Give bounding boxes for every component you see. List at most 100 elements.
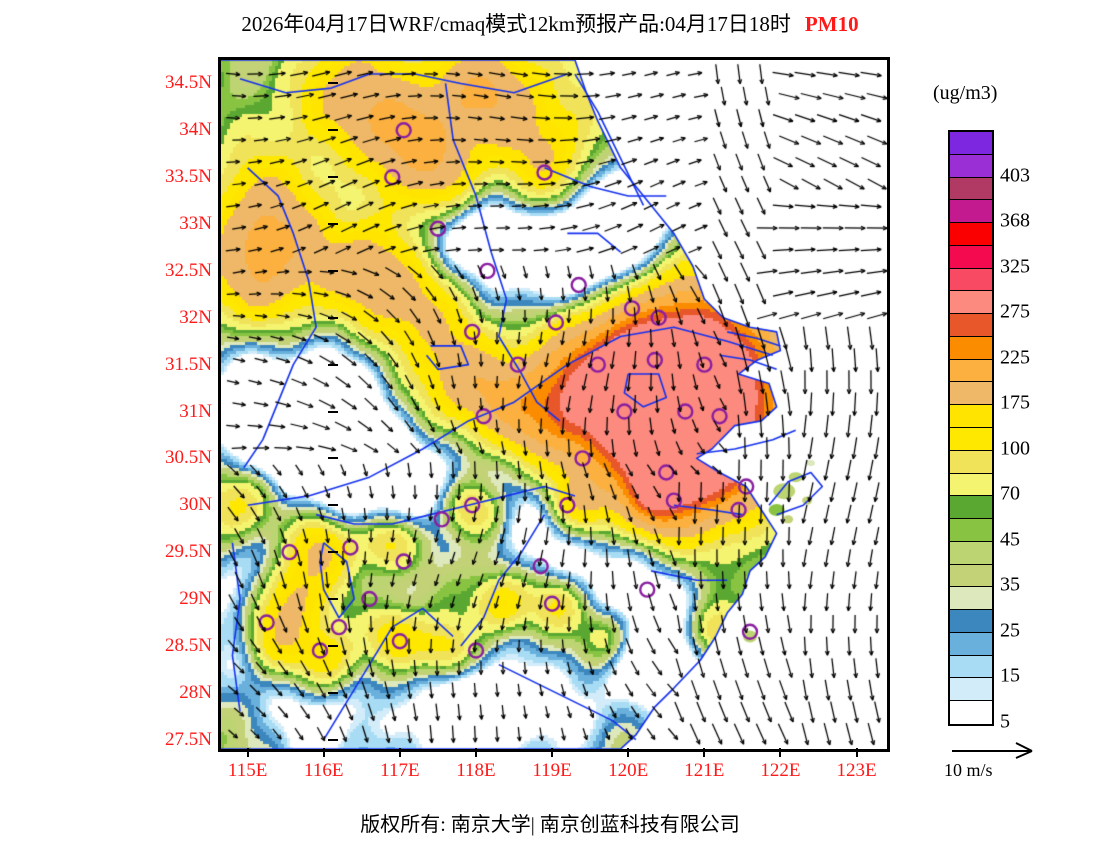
colorbar-band — [950, 541, 992, 565]
latitude-tick-label: 29N — [179, 588, 212, 609]
colorbar-tick-label: 225 — [1000, 346, 1030, 369]
colorbar-band — [950, 632, 992, 656]
colorbar-band — [950, 314, 992, 337]
colorbar-band — [950, 450, 992, 474]
pm10-contour-map — [221, 60, 887, 749]
longitude-tick-mark — [398, 748, 401, 757]
longitude-tick-mark — [703, 748, 706, 757]
colorbar-tick-label: 15 — [1000, 664, 1020, 687]
longitude-tick-mark — [779, 748, 782, 757]
latitude-tick-mark — [328, 551, 338, 554]
colorbar-band — [950, 428, 992, 451]
colorbar-band — [950, 519, 992, 542]
latitude-tick-mark — [328, 457, 338, 460]
latitude-tick-mark — [328, 82, 338, 85]
colorbar-band — [950, 200, 992, 224]
latitude-axis: 34.5N 34N 33.5N 33N 32.5N 32N 31.5N 31N 30.5N 30N… — [120, 0, 338, 850]
latitude-tick-mark — [328, 410, 338, 413]
longitude-tick-label: 123E — [836, 760, 877, 781]
longitude-tick-mark — [474, 748, 477, 757]
colorbar-band — [950, 564, 992, 588]
latitude-tick-label: 28.5N — [165, 634, 212, 656]
wind-scale-legend: 10 m/s — [944, 736, 1094, 786]
latitude-tick-mark — [328, 598, 338, 600]
latitude-tick-mark — [328, 223, 338, 226]
colorbar-tick-label: 275 — [1000, 300, 1030, 323]
longitude-axis: 115E 116E 117E 118E 119E 120E 121E 122E 123E — [0, 748, 1100, 797]
latitude-tick-label: 33.5N — [165, 166, 212, 188]
longitude-tick-label: 118E — [456, 760, 496, 781]
colorbar-band — [950, 132, 992, 155]
longitude-tick-mark — [322, 748, 325, 757]
latitude-tick-label: 31N — [179, 400, 212, 422]
latitude-tick-label: 32.5N — [165, 259, 212, 281]
longitude-tick-mark — [246, 748, 249, 757]
colorbar-band — [950, 223, 992, 246]
page-title: 2026年04月17日WRF/cmaq模式12km预报产品:04月17日18时 P… — [0, 8, 1100, 38]
colorbar-band — [950, 359, 992, 383]
colorbar-tick-label: 175 — [1000, 391, 1030, 414]
longitude-tick-label: 117E — [380, 760, 420, 781]
colorbar-band — [950, 291, 992, 315]
latitude-tick-mark — [328, 176, 338, 179]
colorbar-tick-label: 403 — [1000, 164, 1030, 187]
colorbar-tick-label: 45 — [1000, 528, 1020, 551]
colorbar-band — [950, 382, 992, 406]
latitude-tick-label: 30.5N — [165, 447, 212, 469]
longitude-tick-label: 115E — [227, 760, 268, 781]
colorbar-band — [950, 336, 992, 360]
colorbar-tick-label: 325 — [1000, 255, 1030, 278]
longitude-tick-label: 121E — [684, 760, 725, 781]
longitude-tick-mark — [627, 748, 630, 757]
latitude-tick-mark — [328, 316, 338, 319]
longitude-tick-label: 120E — [608, 760, 649, 781]
colorbar-band — [950, 405, 992, 428]
wind-scale-text: 10 m/s — [944, 760, 993, 780]
colorbar-band — [950, 587, 992, 611]
colorbar-band — [950, 496, 992, 520]
latitude-tick-mark — [328, 129, 338, 132]
colorbar[interactable] — [948, 130, 994, 726]
colorbar-band — [950, 655, 992, 679]
latitude-tick-label: 32N — [179, 306, 212, 328]
latitude-tick-label: 34N — [179, 119, 212, 141]
wind-arrow-icon — [952, 742, 1033, 759]
colorbar-tick-label: 35 — [1000, 573, 1020, 596]
colorbar-tick-label: 100 — [1000, 437, 1030, 460]
longitude-tick-label: 119E — [532, 760, 572, 781]
colorbar-band — [950, 268, 992, 292]
latitude-tick-label: 29.5N — [165, 541, 212, 563]
colorbar-band — [950, 245, 992, 269]
colorbar-band — [950, 610, 992, 633]
latitude-tick-label: 33N — [179, 213, 212, 235]
latitude-tick-label: 31.5N — [165, 353, 212, 375]
latitude-tick-label: 27.5N — [165, 728, 212, 750]
colorbar-tick-label: 25 — [1000, 619, 1020, 642]
colorbar-tick-label: 5 — [1000, 710, 1010, 733]
colorbar-tick-label: 70 — [1000, 482, 1020, 505]
colorbar-band — [950, 678, 992, 702]
colorbar-band — [950, 154, 992, 178]
latitude-tick-label: 28N — [179, 681, 212, 703]
colorbar-tick-label: 368 — [1000, 209, 1030, 232]
longitude-tick-mark — [855, 748, 858, 757]
latitude-tick-label: 30N — [179, 494, 212, 516]
colorbar-band — [950, 701, 992, 724]
latitude-tick-label: 34.5N — [165, 72, 212, 94]
colorbar-band — [950, 473, 992, 497]
colorbar-band — [950, 177, 992, 201]
latitude-tick-mark — [328, 504, 338, 507]
longitude-tick-mark — [551, 748, 554, 757]
title-main-text: 2026年04月17日WRF/cmaq模式12km预报产品:04月17日18时 — [241, 12, 791, 36]
longitude-tick-label: 116E — [304, 760, 344, 781]
latitude-tick-mark — [328, 738, 338, 741]
latitude-tick-mark — [328, 269, 338, 272]
latitude-tick-mark — [328, 691, 338, 694]
copyright-footer: 版权所有: 南京大学| 南京创蓝科技有限公司 — [360, 814, 740, 836]
latitude-tick-mark — [328, 363, 338, 366]
colorbar-unit-label: (ug/m3) — [933, 82, 998, 104]
map-plot-area[interactable] — [218, 57, 890, 752]
title-pollutant-label: PM10 — [804, 12, 859, 36]
latitude-tick-mark — [328, 644, 338, 647]
longitude-tick-label: 122E — [760, 760, 801, 781]
